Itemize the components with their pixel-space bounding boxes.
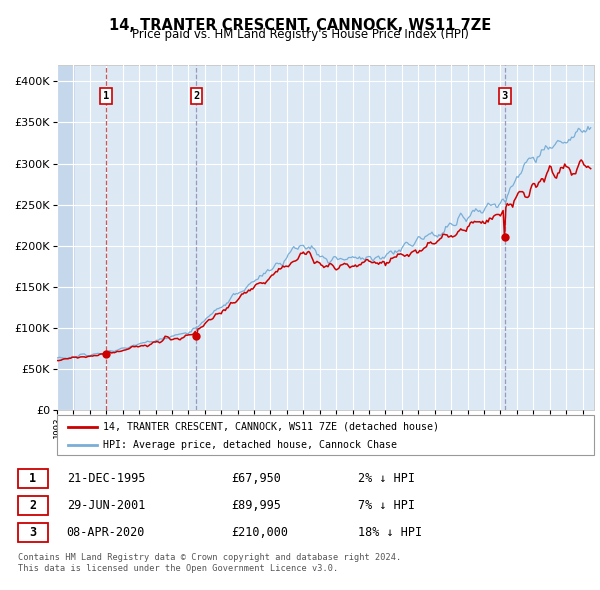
Text: 2: 2 (29, 499, 36, 512)
Text: Contains HM Land Registry data © Crown copyright and database right 2024.: Contains HM Land Registry data © Crown c… (18, 553, 401, 562)
FancyBboxPatch shape (57, 415, 594, 455)
Text: 14, TRANTER CRESCENT, CANNOCK, WS11 7ZE: 14, TRANTER CRESCENT, CANNOCK, WS11 7ZE (109, 18, 491, 32)
Text: 7% ↓ HPI: 7% ↓ HPI (358, 499, 415, 512)
Text: 3: 3 (502, 91, 508, 101)
Text: 1: 1 (29, 472, 36, 485)
FancyBboxPatch shape (18, 523, 48, 542)
Text: 1: 1 (103, 91, 109, 101)
Text: HPI: Average price, detached house, Cannock Chase: HPI: Average price, detached house, Cann… (103, 440, 397, 450)
Text: £89,995: £89,995 (231, 499, 281, 512)
Text: 2% ↓ HPI: 2% ↓ HPI (358, 472, 415, 485)
Text: £210,000: £210,000 (231, 526, 288, 539)
FancyBboxPatch shape (18, 496, 48, 514)
Text: 2: 2 (193, 91, 200, 101)
Text: 21-DEC-1995: 21-DEC-1995 (67, 472, 145, 485)
Text: 18% ↓ HPI: 18% ↓ HPI (358, 526, 422, 539)
Text: Price paid vs. HM Land Registry's House Price Index (HPI): Price paid vs. HM Land Registry's House … (131, 28, 469, 41)
Text: 08-APR-2020: 08-APR-2020 (67, 526, 145, 539)
Text: £67,950: £67,950 (231, 472, 281, 485)
Bar (57, 65, 75, 410)
Text: This data is licensed under the Open Government Licence v3.0.: This data is licensed under the Open Gov… (18, 564, 338, 573)
Text: 14, TRANTER CRESCENT, CANNOCK, WS11 7ZE (detached house): 14, TRANTER CRESCENT, CANNOCK, WS11 7ZE … (103, 422, 439, 432)
Text: 29-JUN-2001: 29-JUN-2001 (67, 499, 145, 512)
FancyBboxPatch shape (18, 469, 48, 487)
Text: 3: 3 (29, 526, 36, 539)
